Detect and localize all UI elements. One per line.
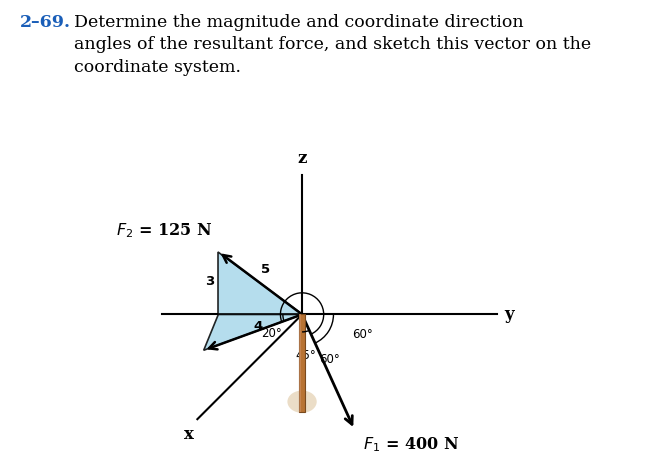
Text: Determine the magnitude and coordinate direction
angles of the resultant force, : Determine the magnitude and coordinate d… [74, 14, 592, 76]
Text: $F_1$ = 400 N: $F_1$ = 400 N [363, 435, 459, 454]
Bar [299, 314, 305, 412]
Text: $F_2$ = 125 N: $F_2$ = 125 N [116, 222, 213, 240]
Polygon shape [203, 314, 302, 350]
Ellipse shape [287, 390, 317, 413]
Text: x: x [184, 426, 194, 443]
Text: 20°: 20° [261, 327, 282, 340]
Text: 5: 5 [261, 263, 270, 275]
Text: 2–69.: 2–69. [19, 14, 70, 31]
Text: 60°: 60° [319, 353, 340, 366]
Polygon shape [218, 252, 302, 314]
Text: 45°: 45° [295, 350, 316, 362]
Text: 4: 4 [254, 320, 263, 333]
Text: 60°: 60° [352, 327, 373, 341]
Text: 3: 3 [205, 276, 214, 288]
Bar [300, 314, 301, 412]
Text: y: y [505, 306, 514, 323]
Text: z: z [297, 150, 307, 167]
